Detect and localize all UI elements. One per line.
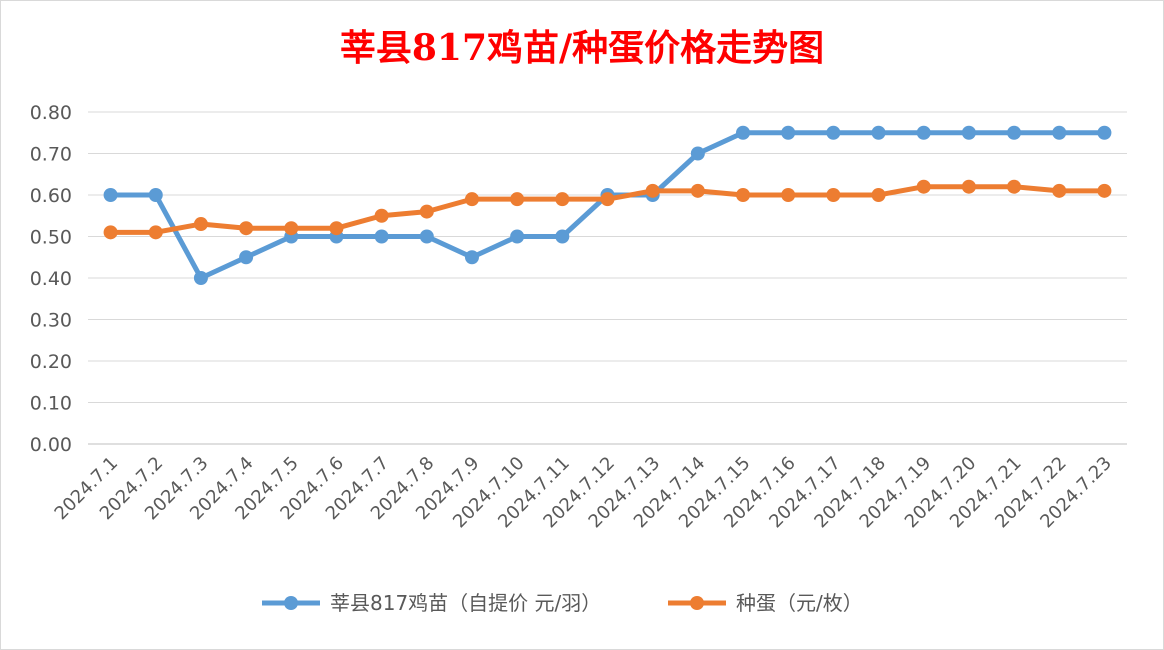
legend-marker — [284, 596, 298, 610]
data-point — [464, 250, 479, 265]
data-point — [826, 125, 841, 140]
data-point — [1097, 183, 1112, 198]
legend-label: 莘县817鸡苗（自提价 元/羽） — [330, 591, 601, 615]
data-point — [555, 192, 570, 207]
data-point — [148, 225, 163, 240]
y-tick-label: 0.00 — [30, 434, 72, 456]
data-point — [329, 221, 344, 236]
data-point — [1052, 125, 1067, 140]
data-point — [690, 183, 705, 198]
data-point — [464, 192, 479, 207]
data-point — [781, 188, 796, 202]
data-point — [103, 188, 118, 202]
y-tick-label: 0.30 — [30, 310, 72, 332]
data-point — [736, 125, 751, 140]
y-tick-label: 0.70 — [30, 144, 72, 166]
data-point — [148, 188, 163, 202]
data-point — [374, 208, 389, 223]
legend: 莘县817鸡苗（自提价 元/羽） 种蛋（元/枚） — [262, 591, 863, 615]
data-point — [916, 179, 931, 194]
legend-item-1: 莘县817鸡苗（自提价 元/羽） — [262, 591, 601, 615]
data-point — [239, 221, 254, 236]
data-point — [690, 146, 705, 161]
y-tick-label: 0.60 — [30, 185, 72, 207]
y-axis: 0.00 0.10 0.20 0.30 0.40 0.50 0.60 0.70 0.80 — [30, 102, 72, 456]
y-tick-label: 0.50 — [30, 227, 72, 249]
data-point — [871, 188, 886, 202]
data-point — [374, 229, 389, 244]
data-point — [1097, 125, 1112, 140]
data-point — [1052, 183, 1067, 198]
data-point — [600, 192, 615, 207]
data-point — [419, 204, 434, 219]
data-point — [871, 125, 886, 140]
data-point — [510, 192, 525, 207]
data-point — [826, 188, 841, 202]
data-point — [510, 229, 525, 244]
legend-label: 种蛋（元/枚） — [736, 591, 863, 615]
data-point — [419, 229, 434, 244]
data-point — [781, 125, 796, 140]
data-point — [645, 183, 660, 198]
data-point — [1007, 179, 1022, 194]
series-group — [103, 125, 1112, 285]
data-point — [284, 221, 299, 236]
y-tick-label: 0.10 — [30, 393, 72, 415]
data-point — [555, 229, 570, 244]
data-point — [1007, 125, 1022, 140]
legend-marker — [690, 596, 704, 610]
series-2 — [103, 179, 1112, 240]
data-point — [193, 271, 208, 285]
data-point — [961, 179, 976, 194]
data-point — [736, 188, 751, 202]
data-point — [193, 217, 208, 232]
gridlines — [88, 111, 1127, 445]
legend-item-2: 种蛋（元/枚） — [668, 591, 863, 615]
y-tick-label: 0.80 — [30, 102, 72, 124]
y-tick-label: 0.40 — [30, 268, 72, 290]
y-tick-label: 0.20 — [30, 351, 72, 373]
data-point — [961, 125, 976, 140]
data-point — [916, 125, 931, 140]
data-point — [239, 250, 254, 265]
data-point — [103, 225, 118, 240]
chart-title: 莘县817鸡苗/种蛋价格走势图 — [340, 27, 824, 69]
